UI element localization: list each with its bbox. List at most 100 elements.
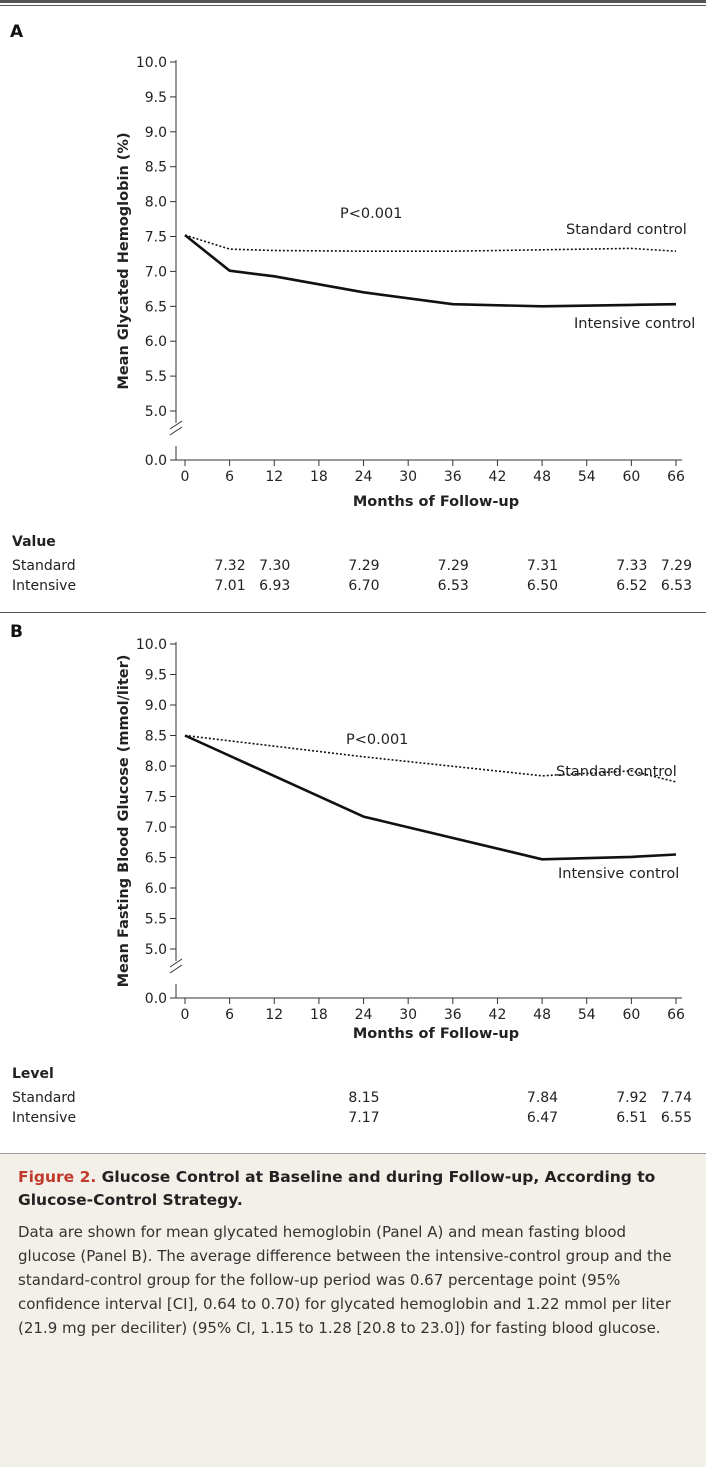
y-tick-label: 0.0 <box>145 453 167 469</box>
standard-control-line <box>184 734 677 783</box>
y-tick-label: 7.0 <box>145 264 167 280</box>
y-tick-label: 5.0 <box>145 404 167 420</box>
table-row-label-intensive: Intensive <box>12 1110 77 1126</box>
intensive-control-line <box>184 734 677 861</box>
y-tick-label: 9.0 <box>145 125 167 141</box>
table-cell: 8.15 <box>348 1090 380 1106</box>
x-tick-label: 60 <box>622 1007 640 1023</box>
x-tick-label: 48 <box>533 1007 551 1023</box>
x-tick-label: 42 <box>489 1007 507 1023</box>
panel-b: B 0.0 5.0 5.5 6.0 6.5 7.0 7.5 8.0 8.5 9.0 9.5 10.0 0… <box>0 614 706 1152</box>
x-tick-label: 18 <box>310 1007 328 1023</box>
panel-b-chart: 0.0 5.0 5.5 6.0 6.5 7.0 7.5 8.0 8.5 9.0 9.5 10.0 0 6 1… <box>116 637 685 1042</box>
table-cell: 6.47 <box>526 1110 559 1126</box>
y-tick-label: 5.5 <box>145 369 167 385</box>
caption-title: Figure 2. Glucose Control at Baseline an… <box>18 1166 688 1212</box>
y-tick-label: 7.0 <box>145 820 167 836</box>
table-cell: 7.29 <box>437 558 469 574</box>
p-value-annotation: P<0.001 <box>346 732 408 748</box>
table-cell: 7.92 <box>616 1090 648 1106</box>
axis-break-mark <box>169 420 183 430</box>
x-tick-label: 42 <box>489 469 507 485</box>
table-cell: 7.01 <box>214 578 246 594</box>
x-tick-label: 66 <box>667 1007 685 1023</box>
x-tick-label: 0 <box>181 469 190 485</box>
table-cell: 7.17 <box>348 1110 380 1126</box>
x-tick-label: 66 <box>667 469 685 485</box>
axis-break-mark <box>169 958 183 968</box>
x-tick-label: 6 <box>225 1007 234 1023</box>
panel-a-chart: 0.0 5.0 5.5 6.0 6.5 7.0 7.5 8.0 8.5 9.0 9.5 10.0 0 6 1… <box>116 55 695 510</box>
table-cell: 7.84 <box>526 1090 559 1106</box>
table-row-label-intensive: Intensive <box>12 578 77 594</box>
x-tick-label: 60 <box>622 469 640 485</box>
standard-control-line <box>184 234 677 252</box>
x-axis-label: Months of Follow-up <box>353 494 519 510</box>
x-tick-label: 0 <box>181 1007 190 1023</box>
table-cell: 6.52 <box>616 578 648 594</box>
y-tick-label: 9.0 <box>145 698 167 714</box>
table-cell: 7.30 <box>259 558 291 574</box>
table-row-label-standard: Standard <box>12 1090 76 1106</box>
caption-title-text: Glucose Control at Baseline and during F… <box>18 1168 656 1209</box>
panel-a-table: Value Standard Intensive 7.32 7.30 7.29 7.2… <box>0 528 706 612</box>
x-tick-label: 36 <box>444 1007 462 1023</box>
panel-a: A 0.0 5.0 5.5 6.0 6.5 7.0 7.5 8.0 8.5 9.0 9.5 10.0 0… <box>0 8 706 612</box>
y-tick-label: 9.5 <box>145 668 167 684</box>
y-tick-label: 6.0 <box>145 881 167 897</box>
table-title: Value <box>12 534 56 550</box>
x-tick-label: 24 <box>355 1007 373 1023</box>
table-cell: 7.33 <box>616 558 648 574</box>
panel-b-letter: B <box>10 622 23 642</box>
x-tick-label: 12 <box>265 1007 283 1023</box>
axis-break-mark <box>169 964 183 974</box>
table-cell: 7.29 <box>348 558 380 574</box>
table-cell: 6.53 <box>437 578 469 594</box>
series-label: Standard control <box>556 764 677 780</box>
table-cell: 6.53 <box>660 578 692 594</box>
y-tick-label: 10.0 <box>136 55 167 71</box>
table-cell: 6.55 <box>660 1110 692 1126</box>
y-tick-label: 6.0 <box>145 334 167 350</box>
top-rule-thin <box>0 5 706 6</box>
x-tick-label: 18 <box>310 469 328 485</box>
y-tick-label: 8.0 <box>145 195 167 211</box>
figure-number: Figure 2. <box>18 1168 97 1186</box>
axis-break-mark <box>169 426 183 436</box>
series-label: Intensive control <box>574 316 695 332</box>
x-tick-label: 36 <box>444 469 462 485</box>
y-tick-label: 9.5 <box>145 90 167 106</box>
panel-b-table: Level Standard Intensive 8.15 7.84 7.92 7.7… <box>0 1060 706 1150</box>
series-label: Intensive control <box>558 866 679 882</box>
x-axis-label: Months of Follow-up <box>353 1026 519 1042</box>
x-tick-label: 6 <box>225 469 234 485</box>
x-tick-label: 54 <box>578 469 596 485</box>
y-tick-label: 8.0 <box>145 759 167 775</box>
caption-body: Data are shown for mean glycated hemoglo… <box>18 1223 672 1337</box>
y-tick-label: 5.0 <box>145 942 167 958</box>
table-cell: 6.50 <box>526 578 559 594</box>
table-cell: 6.93 <box>259 578 291 594</box>
p-value-annotation: P<0.001 <box>340 206 402 222</box>
panel-divider <box>0 612 706 613</box>
y-tick-label: 7.5 <box>145 790 167 806</box>
table-cell: 7.32 <box>214 558 246 574</box>
y-tick-label: 0.0 <box>145 991 167 1007</box>
table-title: Level <box>12 1066 54 1082</box>
table-cell: 7.31 <box>526 558 559 574</box>
intensive-control-line <box>184 234 677 308</box>
x-tick-label: 30 <box>399 469 417 485</box>
table-cell: 6.51 <box>616 1110 648 1126</box>
x-tick-label: 24 <box>355 469 373 485</box>
figure-caption: Figure 2. Glucose Control at Baseline an… <box>0 1153 706 1467</box>
panel-a-letter: A <box>10 22 24 42</box>
table-row-label-standard: Standard <box>12 558 76 574</box>
y-tick-label: 6.5 <box>145 299 167 315</box>
y-tick-label: 8.5 <box>145 729 167 745</box>
y-tick-label: 7.5 <box>145 230 167 246</box>
y-tick-label: 5.5 <box>145 912 167 928</box>
top-rule <box>0 0 706 3</box>
x-tick-label: 12 <box>265 469 283 485</box>
series-label: Standard control <box>566 222 687 238</box>
